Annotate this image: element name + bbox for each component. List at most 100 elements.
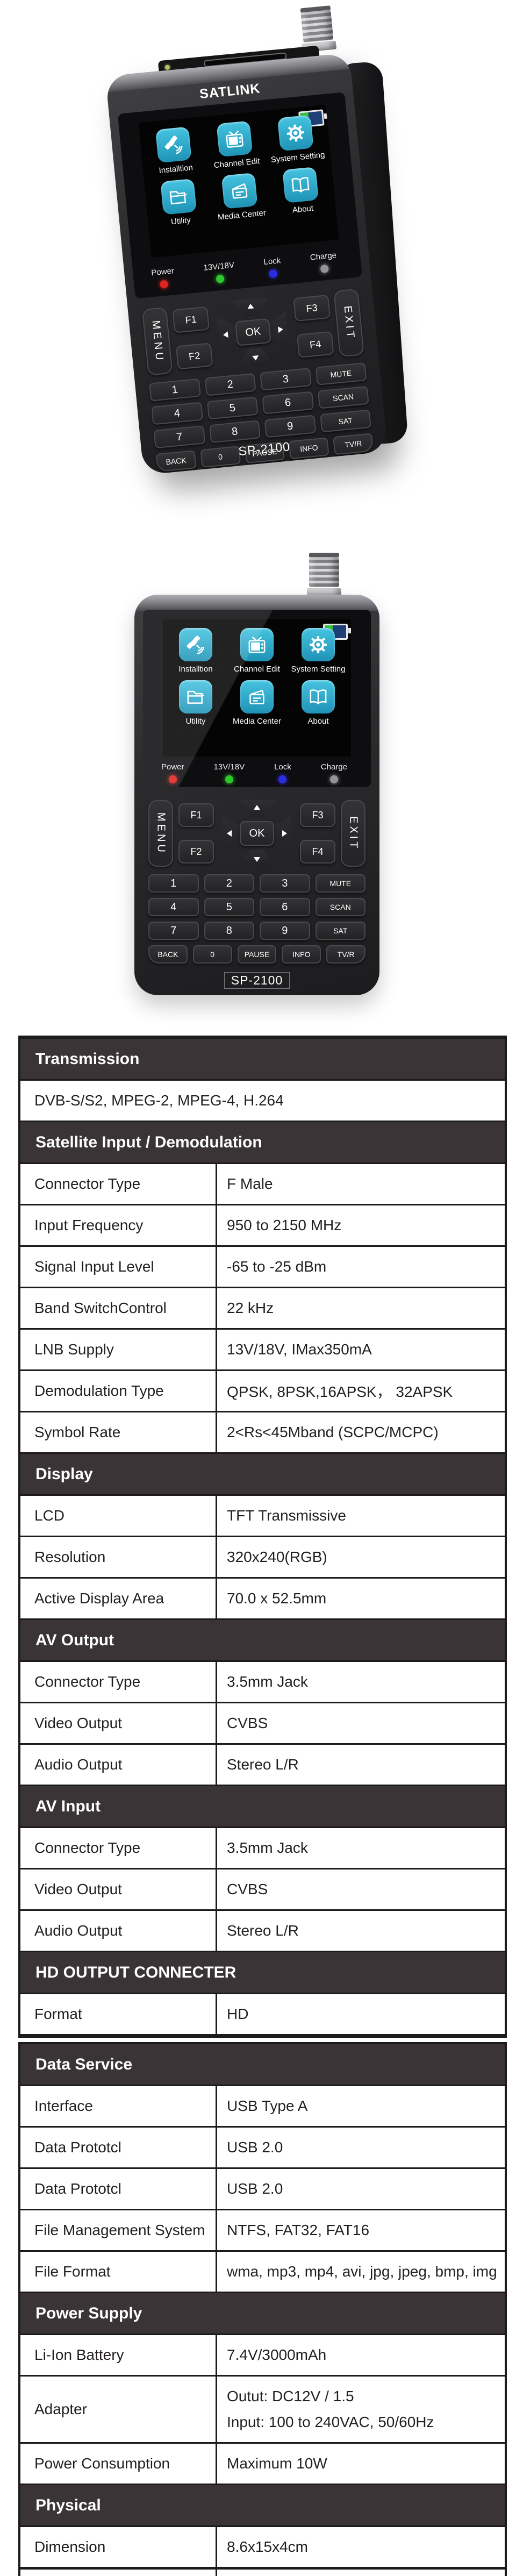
spec-label: Audio Output [20,1911,217,1951]
led-dot [159,280,169,289]
spec-value: 2<Rs<45Mband (SCPC/MCPC) [227,1424,439,1440]
f3-key: F3 [293,294,331,322]
digit-key: 4 [148,898,199,916]
spec-value: 8.6x15x4cm [227,2538,308,2555]
screen-glass: Installtion Channel Edit System Setting Uti… [117,92,362,299]
digit-key: 1 [148,874,199,893]
arrow-down-key [239,850,275,867]
folder-icon [160,179,197,215]
spec-table-block: Transmission DVB-S/S2, MPEG-2, MPEG-4, H.… [18,1036,507,2038]
dpad: OK [212,295,293,369]
indicator-label: 13V/18V [203,260,235,273]
indicator-label: Power [150,266,175,278]
spec-row: File Management System NTFS, FAT32, FAT16 [20,2210,505,2252]
digit-key: 5 [206,396,259,420]
spec-row: LCD TFT Transmissive [20,1496,505,1537]
spec-label: Signal Input Level [20,1247,217,1287]
spec-value: 320x240(RGB) [227,1549,327,1565]
menu-item: Media Center [209,172,272,223]
menu-item: System Setting [289,628,348,674]
f-connector-threads [300,10,334,43]
indicator-label: Lock [274,762,291,772]
spec-row: Power Consumption Maximum 10W [20,2444,505,2485]
device-body: SATLINK Installtion Channel Edit System Se… [105,53,388,475]
spec-row: Video Output CVBS [20,1703,505,1745]
spec-label: File Management System [20,2210,217,2250]
spec-row: Data Prototcl USB 2.0 [20,2128,505,2169]
digit-key: 2 [204,874,254,893]
spec-value-line: Input: 100 to 240VAC, 50/60Hz [227,2414,434,2430]
f-connector-threads [309,557,339,587]
spec-table: Transmission DVB-S/S2, MPEG-2, MPEG-4, H.… [18,1036,507,2576]
spec-value: QPSK, 8PSK,16APSK， 32APSK [227,1383,453,1400]
nav-cluster: MENU F1 F2 OK F3 F4 EXIT [148,800,366,867]
spec-label: Interface [20,2086,217,2126]
satellite-icon [155,126,192,163]
spec-label: Video Output [20,1869,217,1909]
spec-label: Li-Ion Battery [20,2335,217,2375]
device-top-cap [134,595,379,611]
spec-value: HD [227,2006,249,2022]
spec-label: Demodulation Type [20,1371,217,1411]
dpad: OK [219,800,295,867]
function-key: BACK [148,945,188,964]
fkeys-right: F3 F4 [300,800,335,867]
digit-key: 8 [204,922,254,940]
indicator: Charge [321,762,347,783]
spec-value: NTFS, FAT32, FAT16 [227,2222,370,2238]
spec-row: Audio Output Stereo L/R [20,1911,505,1952]
section-header: Physical [20,2485,505,2527]
spec-label: Dimension [20,2527,217,2567]
digit-key: 2 [204,373,256,396]
satellite-icon [179,628,212,661]
product-photo-front: Installtion Channel Edit System Setting Uti… [134,553,382,999]
spec-value: 70.0 x 52.5mm [227,1590,327,1607]
led-dot [278,775,287,783]
spec-value: USB 2.0 [227,2180,283,2197]
indicator-label: Charge [310,251,337,262]
digit-key: 4 [151,402,203,425]
function-key: TV/R [326,945,366,964]
folder-icon [179,680,212,713]
gear-icon [277,115,314,152]
indicator-label: 13V/18V [213,762,245,772]
screen: Installtion Channel Edit System Setting Uti… [163,619,351,757]
spec-label: Adapter [20,2377,217,2442]
spec-label: Format [20,1994,217,2034]
spec-row: Resolution 320x240(RGB) [20,1537,505,1579]
section-header: Power Supply [20,2293,505,2335]
indicator-label: Power [161,762,184,772]
f1-key: F1 [172,306,210,333]
digit-key: 8 [209,420,261,444]
function-key: SAT [315,922,366,940]
f4-key: F4 [300,840,335,864]
digit-key: 6 [260,898,310,916]
spec-row: Demodulation Type QPSK, 8PSK,16APSK， 32AP… [20,1371,505,1412]
screen-menu: Installtion Channel Edit System Setting Uti… [141,113,334,235]
spec-label: Input Frequency [20,1205,217,1245]
screen-glass: Installtion Channel Edit System Setting Uti… [143,610,371,787]
menu-key: MENU [141,306,173,376]
led-dot [269,269,278,279]
keypad: MENU F1 F2 OK F3 F4 EXIT 1 2 3 MUTE 4 5 6 SCAN 7 8 9 SAT BA… [148,800,366,964]
led-dot [216,274,225,283]
spec-label: Audio Output [20,1745,217,1785]
section-header: AV Input [20,1786,505,1828]
spec-value: 950 to 2150 MHz [227,1217,342,1233]
tv-icon [240,628,274,661]
fkeys-left: F1 F2 [172,303,214,373]
menu-item: System Setting [264,113,328,165]
section-header: AV Output [20,1620,505,1662]
spec-value: 22 kHz [227,1300,274,1316]
digit-key: 5 [204,898,254,916]
spec-row: Connector Type 3.5mm Jack [20,1662,505,1703]
menu-item: Channel Edit [204,119,267,170]
f4-key: F4 [296,331,334,358]
spec-row: Input Frequency 950 to 2150 MHz [20,1205,505,1247]
spec-row: Adapter Outut: DC12V / 1.5 Input: 100 to 2… [20,2377,505,2444]
spec-value: 13V/18V, IMax350mA [227,1341,372,1358]
spec-value: 7.4V/3000mAh [227,2346,327,2363]
section-header: Satellite Input / Demodulation [20,1122,505,1164]
spec-label: Band SwitchControl [20,1288,217,1328]
digit-grid: 1 2 3 MUTE 4 5 6 SCAN 7 8 9 SAT [148,874,366,940]
